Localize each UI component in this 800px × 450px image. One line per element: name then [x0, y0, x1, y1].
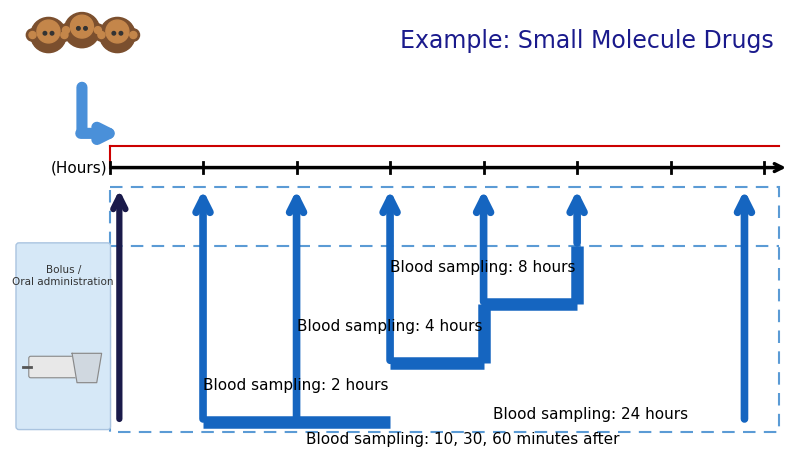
Circle shape: [64, 13, 100, 48]
Circle shape: [106, 20, 129, 43]
Circle shape: [62, 27, 70, 34]
Circle shape: [95, 29, 108, 41]
Circle shape: [90, 36, 102, 48]
Text: (Hours): (Hours): [51, 160, 107, 175]
Circle shape: [100, 18, 135, 53]
Circle shape: [77, 27, 80, 30]
Circle shape: [54, 31, 67, 43]
Circle shape: [58, 29, 70, 41]
Text: Blood sampling: 2 hours: Blood sampling: 2 hours: [203, 378, 389, 393]
Circle shape: [84, 27, 87, 30]
Text: Example: Small Molecule Drugs: Example: Small Molecule Drugs: [400, 29, 774, 53]
Circle shape: [26, 29, 38, 41]
Circle shape: [50, 32, 54, 35]
Circle shape: [63, 36, 76, 48]
Circle shape: [92, 24, 104, 36]
Circle shape: [112, 32, 116, 35]
Text: Bolus /
Oral administration: Bolus / Oral administration: [13, 266, 114, 287]
Text: Blood sampling: 10, 30, 60 minutes after: Blood sampling: 10, 30, 60 minutes after: [306, 432, 620, 446]
Circle shape: [43, 32, 46, 35]
Circle shape: [133, 36, 145, 48]
Circle shape: [30, 18, 66, 53]
Circle shape: [94, 27, 102, 34]
Text: Blood sampling: 24 hours: Blood sampling: 24 hours: [494, 407, 689, 422]
Circle shape: [130, 32, 137, 39]
Circle shape: [98, 32, 105, 39]
Circle shape: [70, 15, 94, 38]
Circle shape: [29, 32, 36, 39]
Circle shape: [21, 36, 34, 48]
Circle shape: [127, 29, 139, 41]
Circle shape: [61, 32, 68, 39]
Polygon shape: [72, 353, 102, 382]
Circle shape: [37, 20, 60, 43]
FancyBboxPatch shape: [16, 243, 110, 430]
Circle shape: [119, 32, 122, 35]
FancyBboxPatch shape: [29, 356, 87, 378]
Circle shape: [60, 24, 72, 36]
Text: Blood sampling: 8 hours: Blood sampling: 8 hours: [390, 261, 575, 275]
Circle shape: [97, 31, 110, 43]
Text: Blood sampling: 4 hours: Blood sampling: 4 hours: [297, 319, 482, 334]
